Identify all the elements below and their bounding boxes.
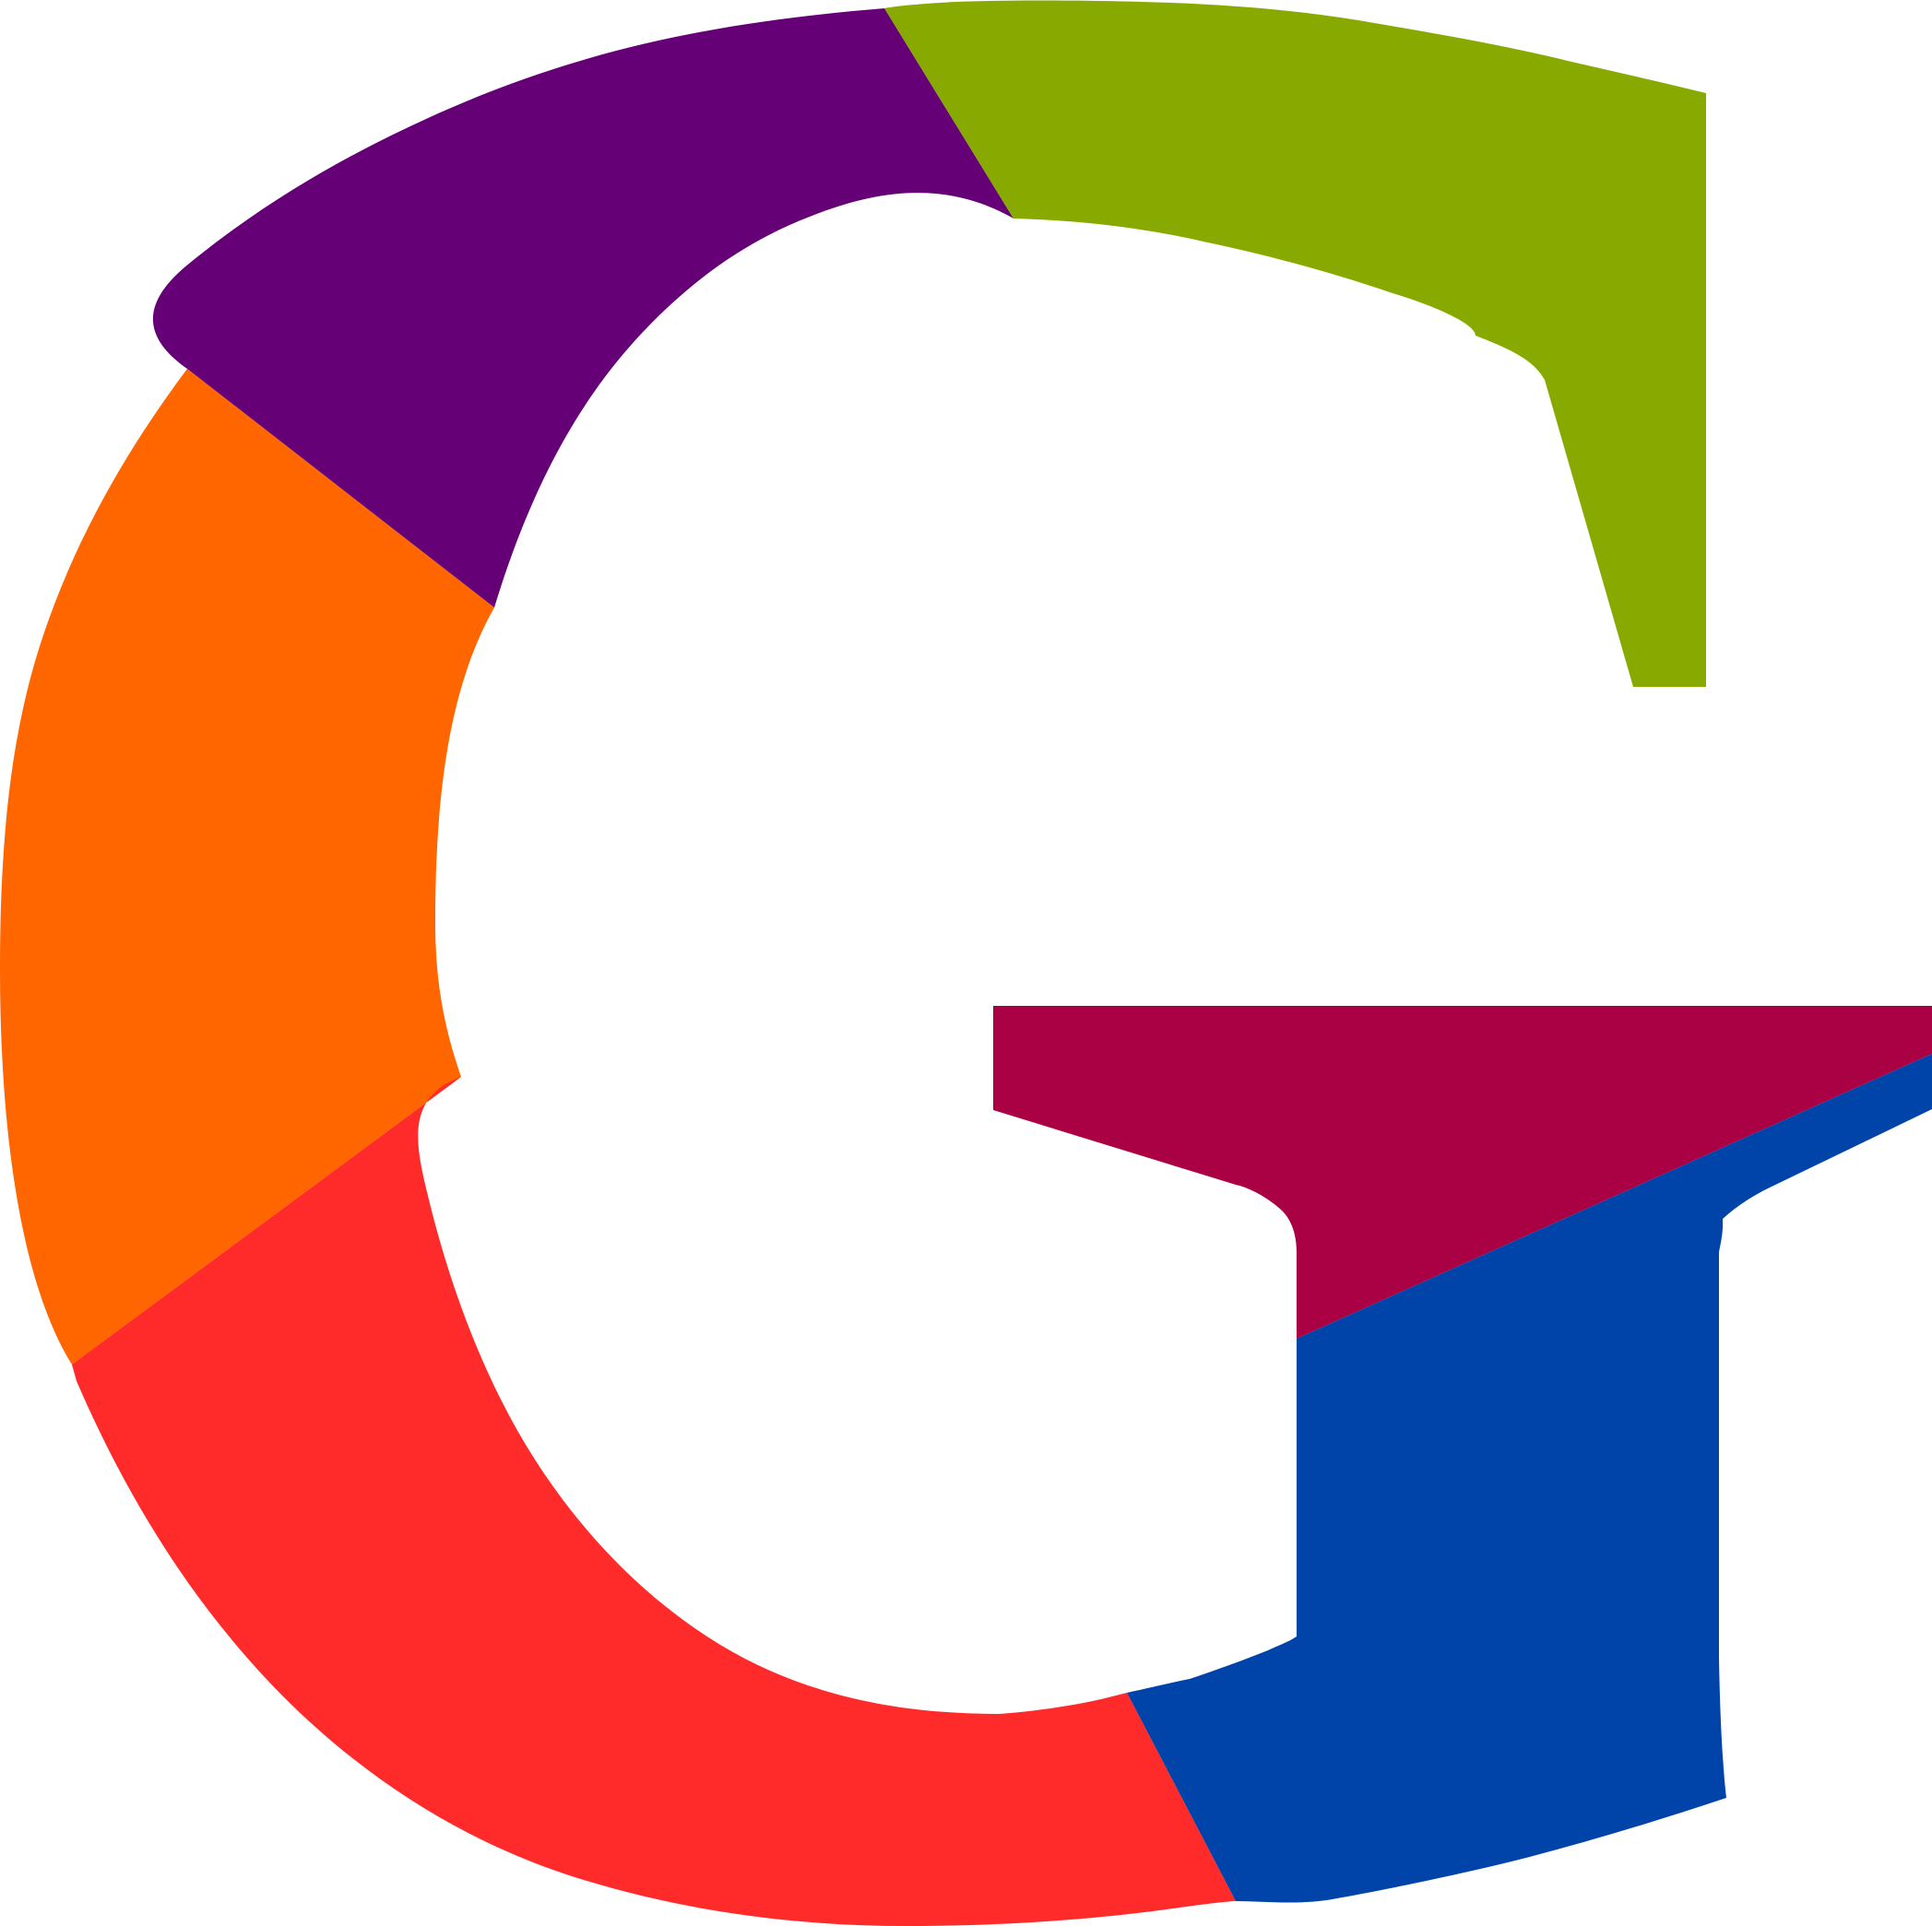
logo-segment-red xyxy=(72,1077,1236,1926)
logo-segment-blue xyxy=(1127,1054,1932,1903)
logo-segment-crimson xyxy=(993,1006,1932,1339)
logo-segment-green xyxy=(884,0,1706,687)
logo-segment-purple xyxy=(152,8,1013,608)
logo-segment-orange xyxy=(0,369,494,1365)
